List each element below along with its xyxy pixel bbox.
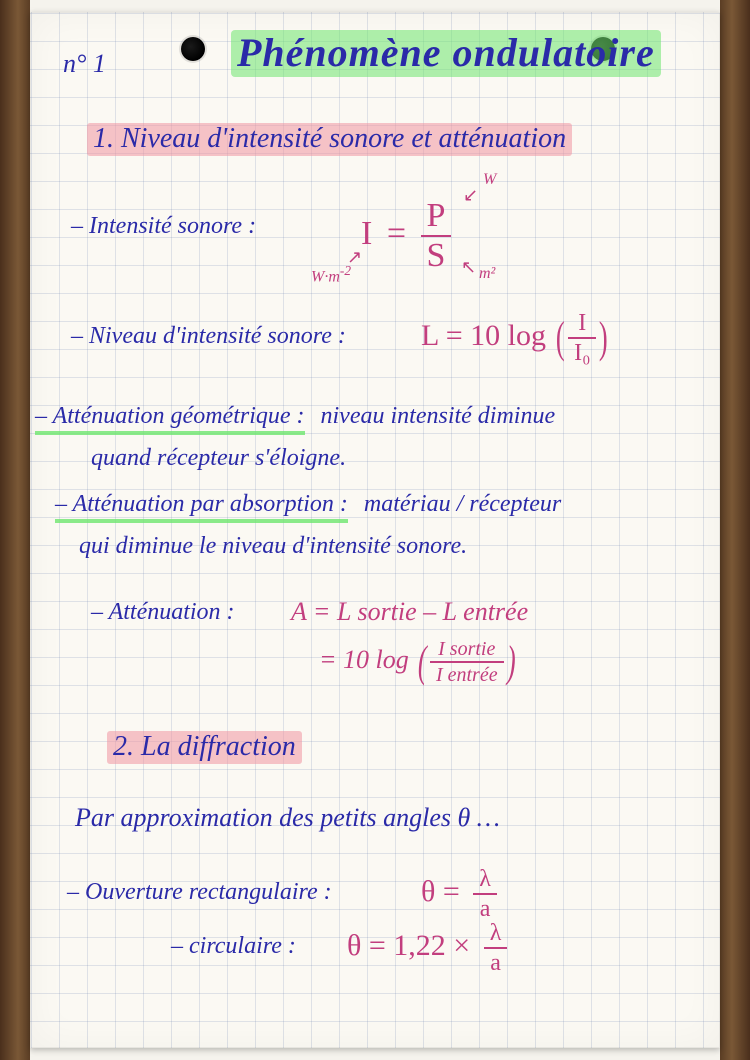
att-abs-def2: qui diminue le niveau d'intensité sonore… — [79, 533, 467, 560]
circ-den: a — [484, 949, 508, 975]
att-abs-term: – Atténuation par absorption : — [55, 491, 348, 523]
unit-P: W — [483, 171, 496, 189]
rect-lhs: θ = — [421, 875, 460, 908]
formula-P: P — [421, 199, 452, 237]
title-text: Phénomène ondulatoire — [231, 30, 661, 77]
circ-lhs: θ = 1,22 × — [347, 929, 470, 962]
att-formula-l1: A = L sortie – L entrée — [291, 597, 528, 627]
att-formula-l2: = 10 log ( I sortie I entrée ) — [319, 639, 518, 685]
rect-label: – Ouverture rectangulaire : — [67, 879, 332, 906]
page-number: n° 1 — [63, 49, 106, 79]
att-abs-def1: matériau / récepteur — [364, 491, 561, 517]
section2-heading: 2. La diffraction — [107, 731, 302, 763]
section1-heading: 1. Niveau d'intensité sonore et atténuat… — [87, 123, 572, 155]
unit-S: m² — [479, 265, 495, 283]
intensity-formula: I = P S — [361, 199, 451, 273]
desk-edge-right — [720, 0, 750, 1060]
att-formula-label: – Atténuation : — [91, 599, 235, 626]
level-den: I₀ — [568, 339, 596, 365]
formula-S: S — [421, 237, 452, 273]
level-num: I — [568, 311, 596, 339]
arrow-icon: ↙ — [463, 185, 478, 206]
formula-eq: = — [387, 215, 406, 252]
formula-I: I — [361, 215, 372, 252]
circ-num: λ — [484, 921, 508, 949]
level-expr: L = 10 log — [421, 319, 546, 352]
notebook-page: n° 1 Phénomène ondulatoire 1. Niveau d'i… — [30, 12, 720, 1048]
section1-heading-text: 1. Niveau d'intensité sonore et atténuat… — [87, 123, 572, 156]
unit-I: W·m-2 — [311, 263, 351, 286]
section2-intro: Par approximation des petits angles θ … — [75, 803, 500, 833]
att-formula-l2a: = 10 log — [319, 645, 409, 674]
level-formula: L = 10 log ( I I₀ ) — [421, 311, 611, 365]
att-geom-row: – Atténuation géométrique : niveau inten… — [35, 403, 555, 430]
desk-edge-left — [0, 0, 30, 1060]
att-geom-term: – Atténuation géométrique : — [35, 403, 305, 435]
rect-formula: θ = λ a — [421, 867, 497, 921]
att-frac-den: I entrée — [430, 663, 504, 685]
level-label: – Niveau d'intensité sonore : — [71, 323, 346, 350]
main-title: Phénomène ondulatoire — [231, 29, 661, 76]
att-frac-num: I sortie — [430, 639, 504, 663]
circ-formula: θ = 1,22 × λ a — [347, 921, 507, 975]
att-geom-def1: niveau intensité diminue — [321, 403, 556, 429]
rect-num: λ — [473, 867, 497, 895]
rect-den: a — [473, 895, 497, 921]
intensity-label: – Intensité sonore : — [71, 213, 256, 240]
section2-heading-text: 2. La diffraction — [107, 731, 302, 764]
att-abs-row: – Atténuation par absorption : matériau … — [55, 491, 561, 518]
circ-label: – circulaire : — [171, 933, 296, 960]
arrow-icon: ↖ — [461, 257, 476, 278]
att-geom-def2: quand récepteur s'éloigne. — [91, 445, 346, 472]
binder-hole — [181, 37, 205, 61]
